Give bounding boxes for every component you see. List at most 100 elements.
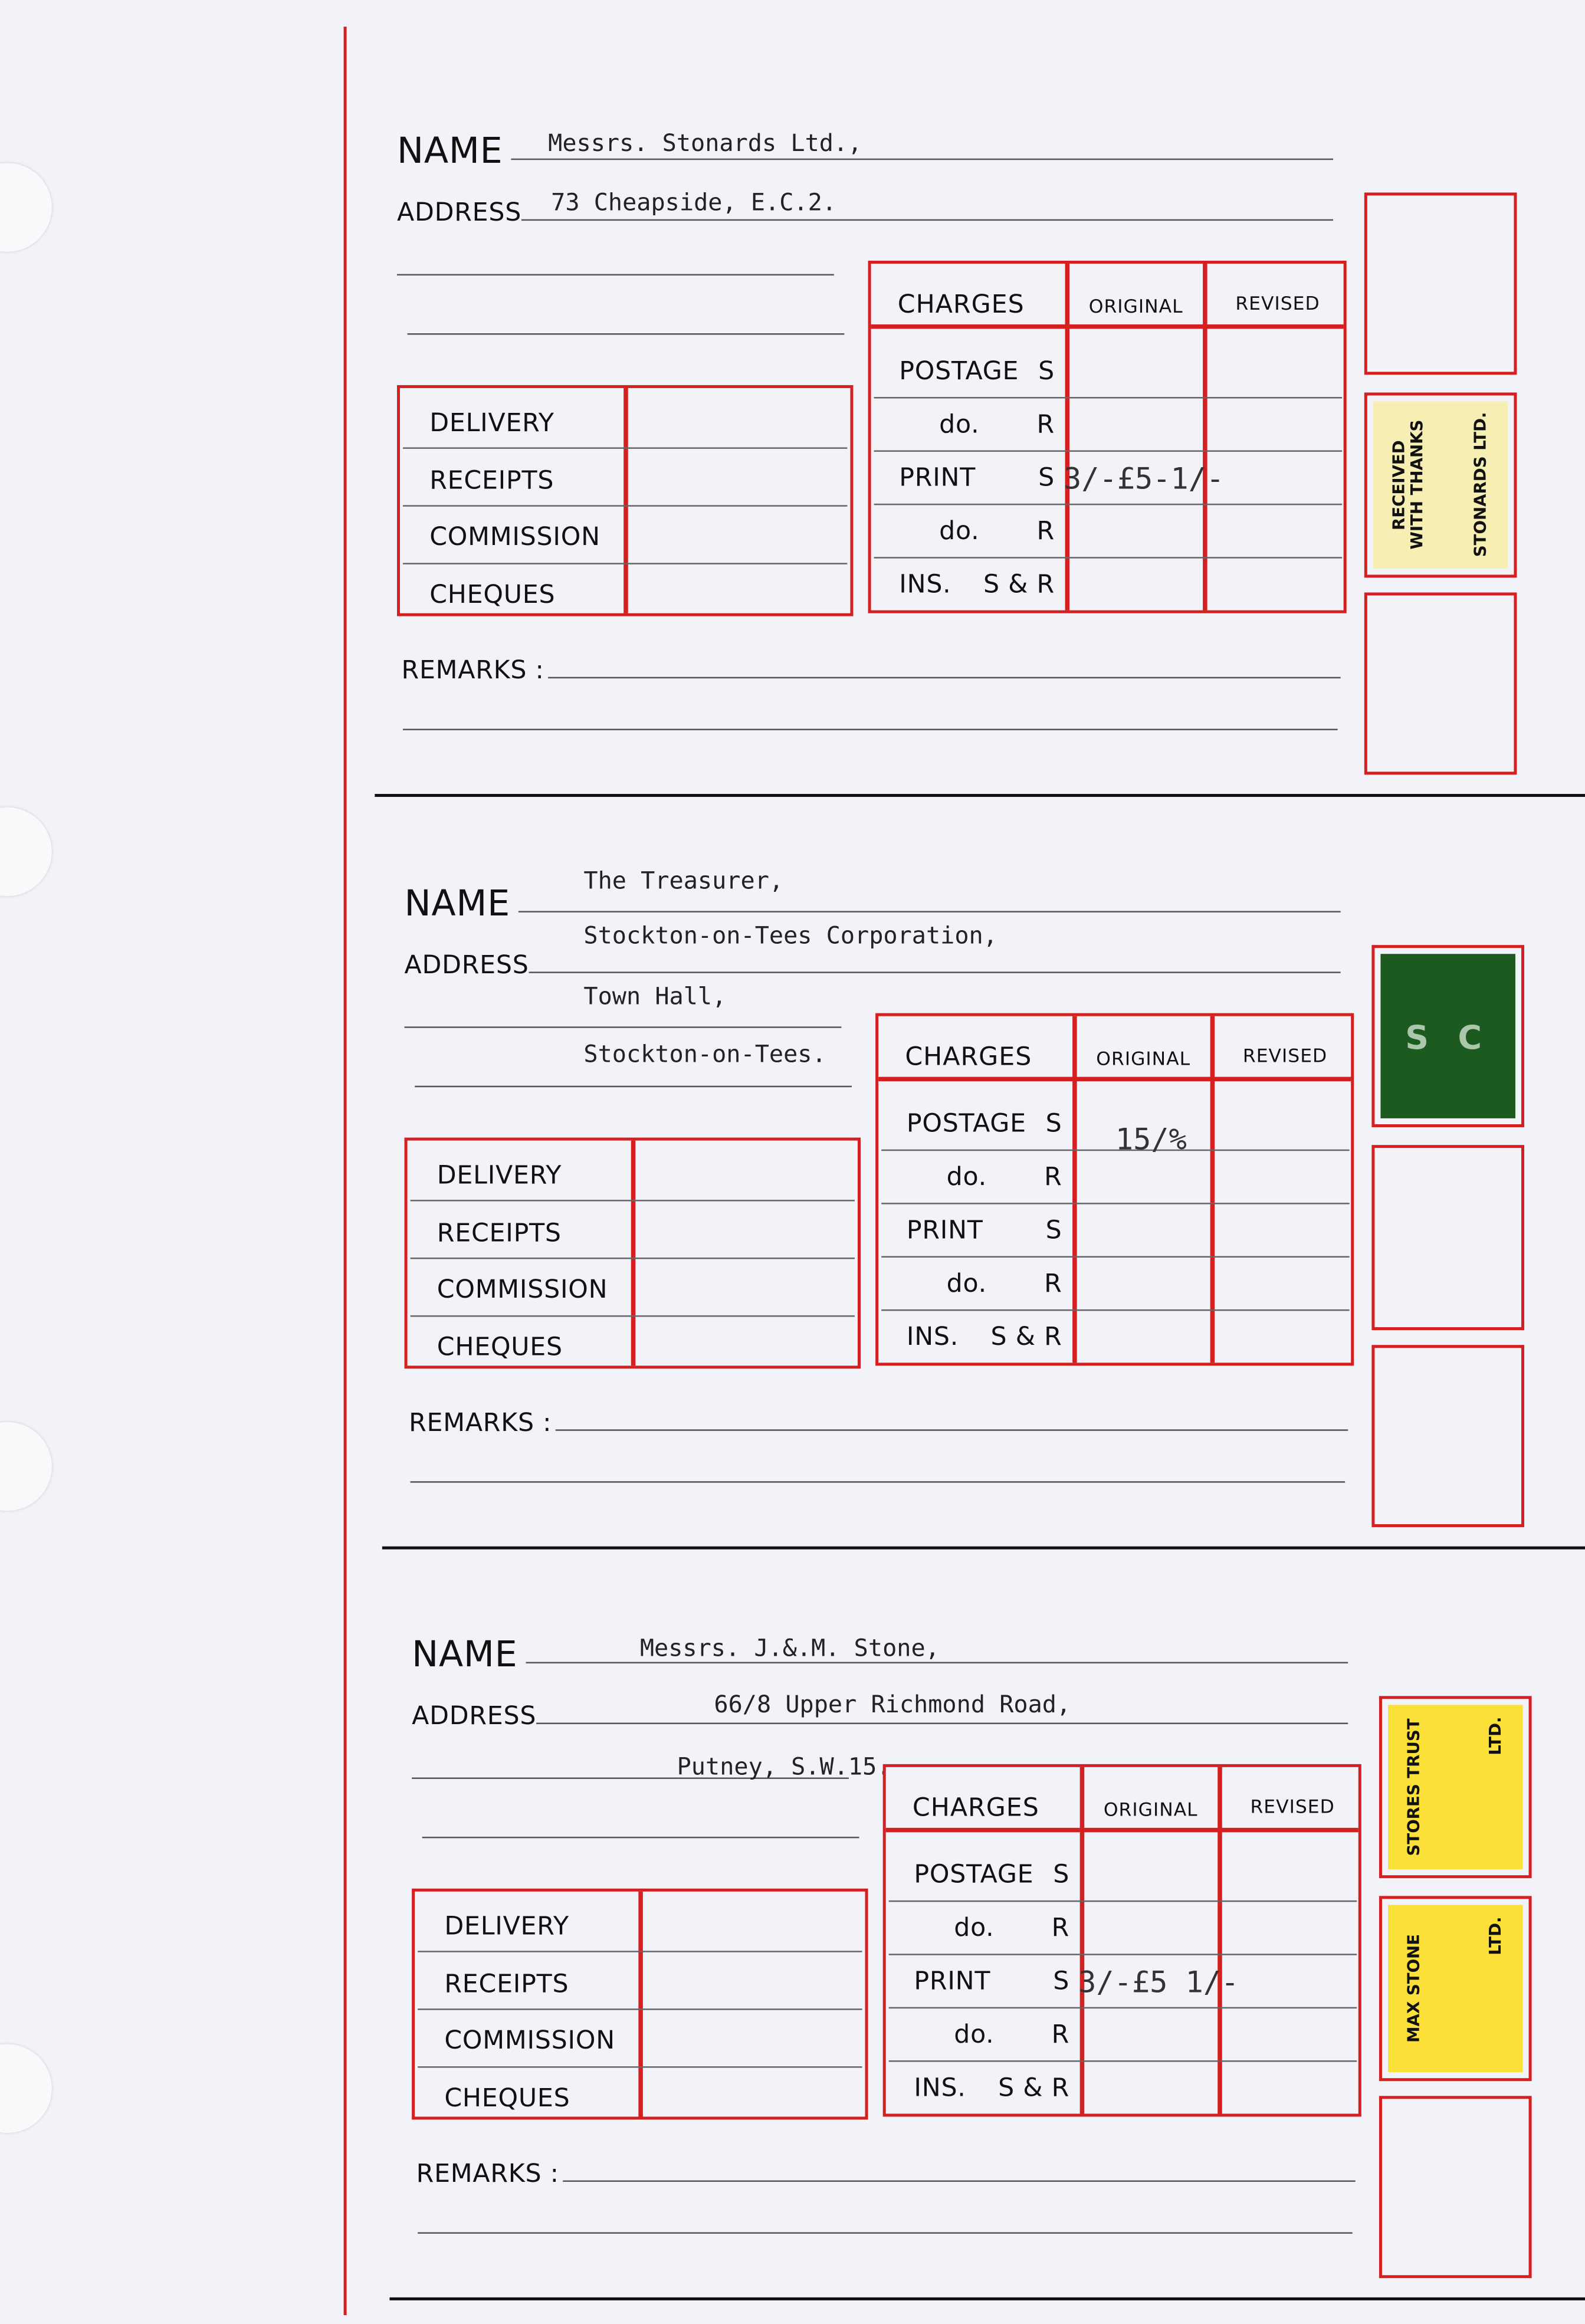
- row-rule: [881, 1256, 1350, 1258]
- charge-label: INS.: [906, 1322, 959, 1353]
- field-label-receipts: RECEIPTS: [437, 1218, 562, 1248]
- address-line: [407, 333, 845, 335]
- stamp-box: [1379, 2096, 1532, 2279]
- header-rule: [871, 324, 1344, 329]
- row-rule: [410, 1200, 855, 1202]
- section-divider: [375, 794, 1585, 797]
- field-label-delivery: DELIVERY: [437, 1161, 562, 1191]
- typed-address-text: The Treasurer,: [583, 866, 784, 895]
- header-rule: [885, 1827, 1358, 1832]
- row-rule: [881, 1203, 1350, 1204]
- stamp: RECEIVED WITH THANKS STONARDS LTD.: [1373, 401, 1508, 569]
- original-charge-value: 3/-£5 1/-: [1078, 1964, 1239, 2000]
- record-entry: NAME ADDRESS The Treasurer, Stockton-on-Tee…: [8, 753, 1585, 1550]
- row-rule: [888, 2007, 1357, 2009]
- name-line: [511, 158, 1334, 160]
- address-line: [404, 1026, 842, 1028]
- row-rule: [888, 1954, 1357, 1955]
- remarks-line: [410, 1481, 1346, 1483]
- original-charge-value: 3/-£5-1/-: [1064, 460, 1225, 497]
- row-rule: [418, 2066, 862, 2068]
- row-rule: [888, 1900, 1357, 1902]
- row-rule: [881, 1149, 1350, 1151]
- address-label: ADDRESS: [404, 951, 529, 981]
- margin-rule: [343, 27, 347, 2316]
- charge-code: S: [1038, 464, 1055, 494]
- field-label-cheques: CHEQUES: [429, 580, 556, 610]
- header-rule: [878, 1076, 1351, 1081]
- charge-code: R: [1036, 410, 1055, 440]
- remarks-label: REMARKS :: [401, 656, 544, 686]
- charge-label: do.: [939, 517, 980, 547]
- address-line: [521, 219, 1334, 221]
- field-label-cheques: CHEQUES: [444, 2083, 570, 2113]
- charge-code: S: [1053, 1967, 1070, 1997]
- original-header: ORIGINAL: [1096, 1047, 1191, 1070]
- remarks-line: [555, 1429, 1348, 1431]
- charge-label: do.: [939, 410, 980, 440]
- row-rule: [874, 450, 1343, 452]
- column-divider: [1072, 1016, 1077, 1363]
- typed-address-text: Stockton-on-Tees.: [583, 1039, 826, 1068]
- row-rule: [410, 1315, 855, 1317]
- charge-code: S: [1045, 1109, 1062, 1140]
- revised-header: REVISED: [1235, 291, 1320, 314]
- field-label-delivery: DELIVERY: [444, 1912, 569, 1942]
- charge-code: S: [1053, 1860, 1070, 1890]
- section-divider: [382, 1546, 1585, 1550]
- column-divider: [1203, 263, 1207, 610]
- stamp-box: [1371, 1345, 1525, 1528]
- delivery-box: [397, 385, 854, 616]
- field-label-receipts: RECEIPTS: [429, 465, 554, 495]
- column-divider: [1210, 1016, 1214, 1363]
- remarks-label: REMARKS :: [416, 2159, 559, 2190]
- address-line: [397, 274, 834, 276]
- stamp-box: RECEIVED WITH THANKS STONARDS LTD.: [1364, 392, 1517, 578]
- field-label-delivery: DELIVERY: [429, 409, 554, 439]
- record-entry: NAME ADDRESS Messrs. J.&.M. Stone, 66/8 Upp…: [15, 1504, 1585, 2300]
- record-entry: NAME ADDRESS Messrs. Stonards Ltd., 73 Chea…: [0, 0, 1585, 797]
- name-label: NAME: [404, 882, 510, 924]
- remarks-line: [418, 2232, 1353, 2234]
- stamp-text: LTD.: [1485, 1916, 1505, 1955]
- charges-table: [875, 1013, 1354, 1366]
- charge-code: R: [1036, 517, 1055, 547]
- charge-code: R: [1044, 1163, 1062, 1193]
- row-rule: [418, 1951, 862, 1952]
- charge-code: S & R: [990, 1322, 1062, 1353]
- charge-label: PRINT: [906, 1216, 983, 1246]
- remarks-line: [563, 2180, 1356, 2182]
- typed-address-text: 73 Cheapside, E.C.2.: [551, 188, 836, 216]
- box-divider: [624, 388, 628, 613]
- row-rule: [403, 505, 848, 507]
- typed-address-text: Messrs. Stonards Ltd.,: [548, 129, 862, 157]
- name-line: [526, 1662, 1348, 1664]
- row-rule: [881, 1309, 1350, 1311]
- charge-code: S & R: [983, 570, 1055, 600]
- row-rule: [403, 447, 848, 449]
- delivery-box: [412, 1888, 868, 2120]
- typed-address-text: Town Hall,: [583, 982, 727, 1010]
- box-divider: [631, 1140, 635, 1366]
- charge-label: do.: [954, 1913, 995, 1944]
- charges-header: CHARGES: [905, 1042, 1032, 1073]
- stamp-text: LTD.: [1485, 1716, 1505, 1755]
- typed-address-text: 66/8 Upper Richmond Road,: [714, 1690, 1071, 1718]
- revised-header: REVISED: [1242, 1044, 1328, 1067]
- address-line: [422, 1836, 859, 1839]
- box-divider: [638, 1891, 642, 2117]
- original-header: ORIGINAL: [1088, 294, 1183, 317]
- charges-table: [882, 1764, 1361, 2117]
- stamp-text: RECEIVED WITH THANKS: [1389, 420, 1427, 550]
- charge-label: do.: [954, 2020, 995, 2050]
- column-divider: [1079, 1767, 1084, 2114]
- charge-label: INS.: [899, 570, 951, 600]
- stamp-box: [1364, 192, 1517, 375]
- stamp: MAX STONE LTD.: [1387, 1905, 1523, 2073]
- stamp: S C: [1380, 954, 1515, 1118]
- address-label: ADDRESS: [397, 198, 522, 228]
- field-label-commission: COMMISSION: [429, 523, 600, 553]
- column-divider: [1065, 263, 1069, 610]
- stamp-box: STORES TRUST LTD.: [1379, 1696, 1532, 1879]
